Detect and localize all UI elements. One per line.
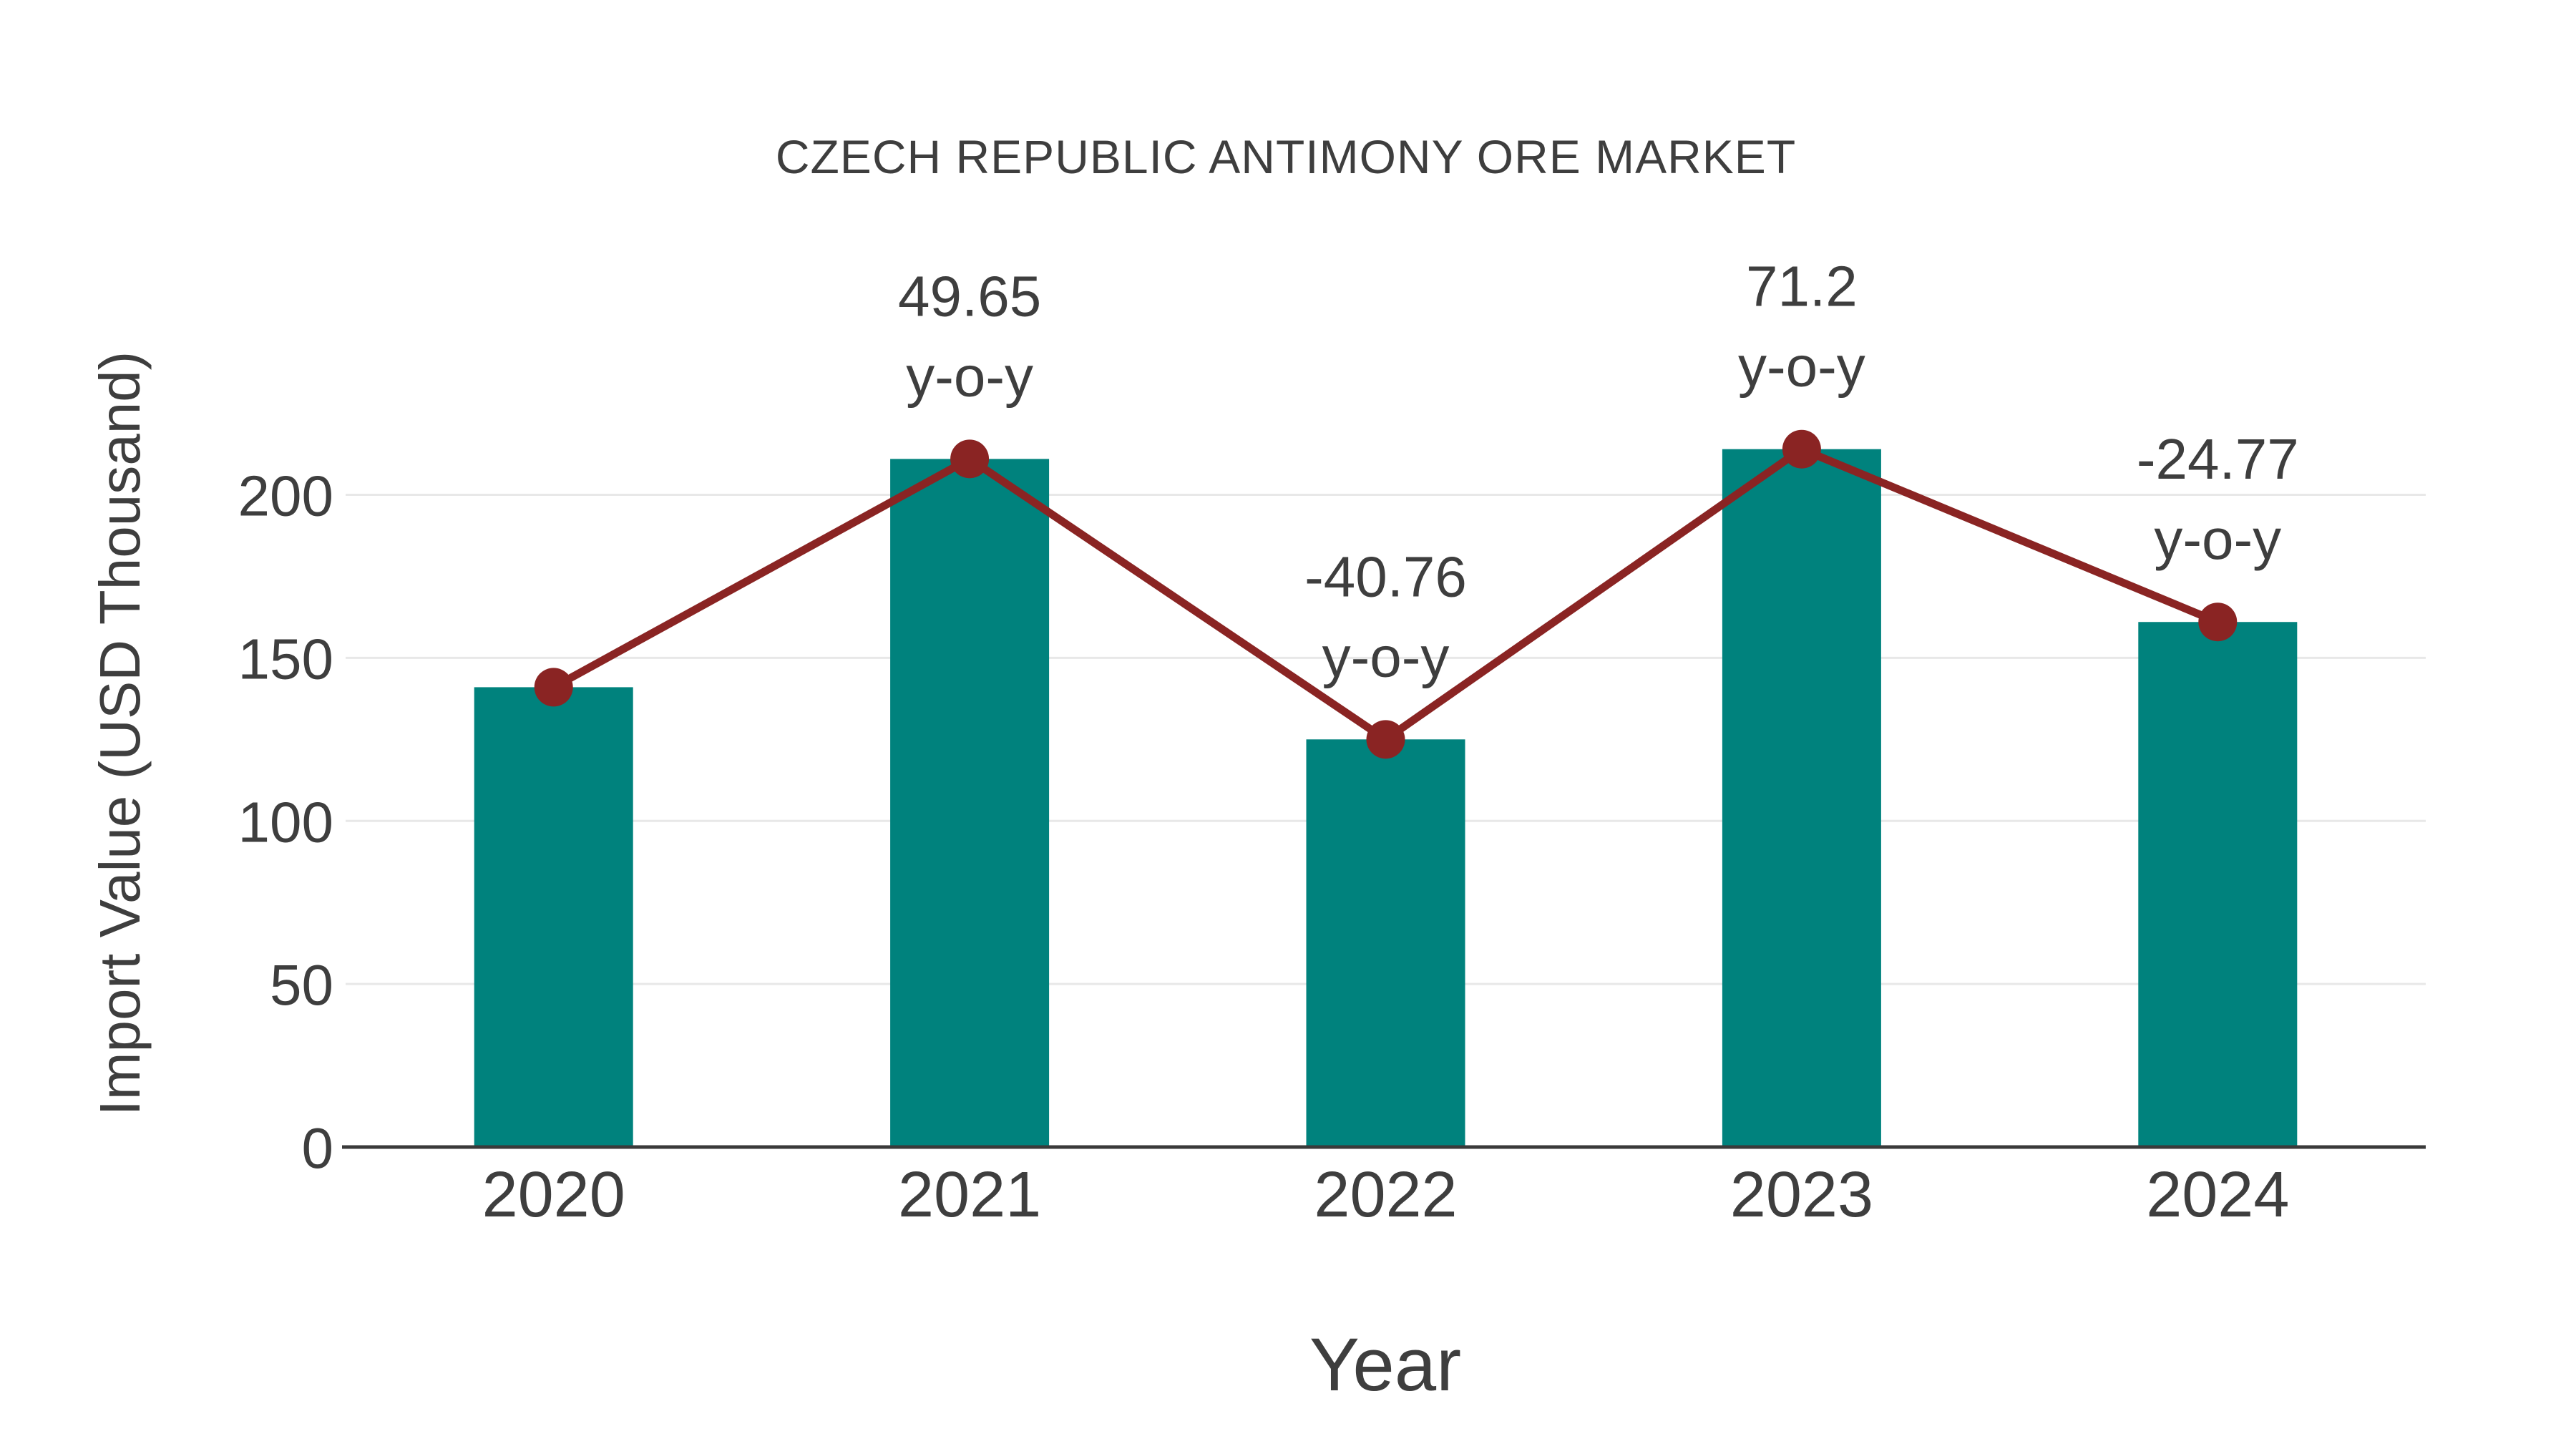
x-tick-2023: 2023 — [1730, 1159, 1873, 1231]
annotation-yoy-2022: y-o-y — [1322, 625, 1450, 688]
data-point-2023 — [1782, 429, 1821, 469]
bar-2022 — [1306, 739, 1465, 1147]
y-tick-labels: 0 50 100 150 200 — [238, 464, 333, 1181]
data-point-2024 — [2198, 602, 2238, 642]
bar-2024 — [2138, 622, 2298, 1147]
x-tick-2024: 2024 — [2146, 1159, 2289, 1231]
bar-2020 — [474, 687, 633, 1147]
y-tick-200: 200 — [238, 464, 333, 528]
bar-series — [474, 449, 2298, 1147]
y-tick-50: 50 — [270, 953, 333, 1017]
annotation-value-2021: 49.65 — [898, 264, 1041, 328]
annotations: 49.65 y-o-y -40.76 y-o-y 71.2 y-o-y -24.77 y-o-… — [898, 255, 2299, 689]
x-axis-title: Year — [1309, 1323, 1461, 1407]
x-tick-2022: 2022 — [1314, 1159, 1457, 1231]
chart-title: CZECH REPUBLIC ANTIMONY ORE MARKET — [776, 130, 1796, 183]
y-tick-0: 0 — [302, 1116, 334, 1180]
bar-2023 — [1722, 449, 1881, 1147]
annotation-yoy-2024: y-o-y — [2154, 507, 2281, 571]
annotation-yoy-2021: y-o-y — [906, 344, 1033, 408]
y-axis-title: Import Value (USD Thousand) — [88, 351, 152, 1116]
x-tick-2020: 2020 — [482, 1159, 625, 1231]
y-tick-100: 100 — [238, 790, 333, 854]
annotation-value-2023: 71.2 — [1746, 255, 1858, 318]
annotation-yoy-2023: y-o-y — [1738, 335, 1865, 399]
x-tick-labels: 2020 2021 2022 2023 2024 — [482, 1159, 2290, 1231]
data-point-2022 — [1366, 720, 1405, 759]
x-tick-2021: 2021 — [898, 1159, 1041, 1231]
bar-2021 — [890, 459, 1050, 1147]
data-point-2020 — [534, 668, 573, 707]
line-series — [534, 429, 2238, 759]
y-tick-150: 150 — [238, 627, 333, 691]
annotation-value-2024: -24.77 — [2137, 427, 2299, 491]
data-point-2021 — [950, 439, 990, 479]
annotation-value-2022: -40.76 — [1304, 545, 1467, 608]
